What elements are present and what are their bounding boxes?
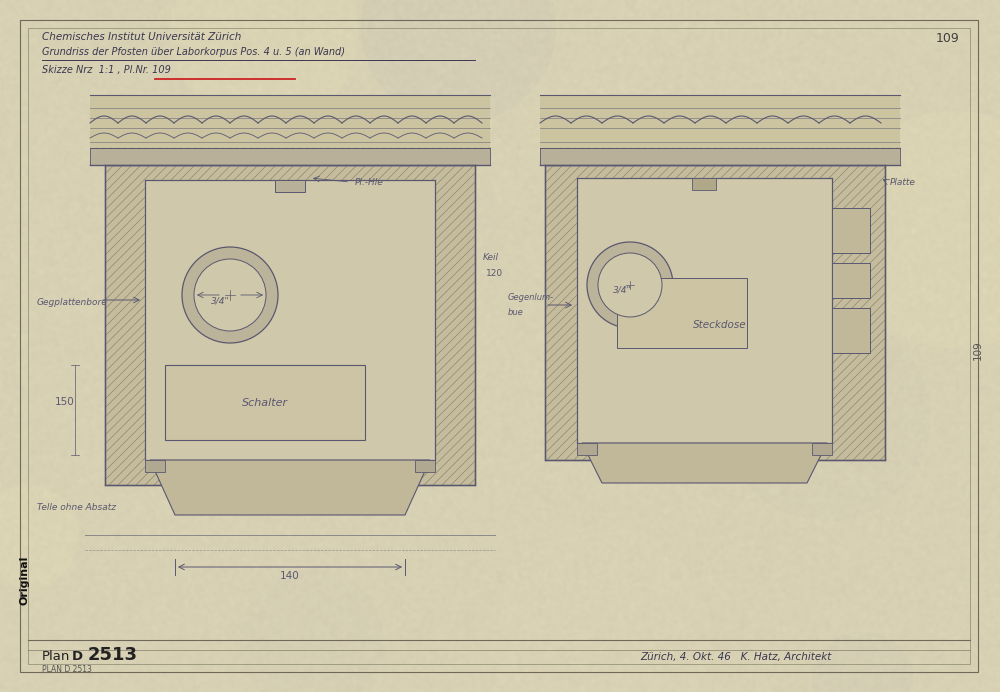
Bar [540,95,900,150]
Bar [812,443,832,455]
Bar [577,443,597,455]
Circle shape [194,259,266,331]
Bar [165,365,365,440]
Bar [617,278,747,348]
Text: Pl.-Hle: Pl.-Hle [355,178,384,187]
Bar [145,180,435,460]
Text: 2513: 2513 [88,646,138,664]
Bar [692,178,716,190]
Text: Gegplattenbore: Gegplattenbore [37,298,108,307]
Text: 3/4": 3/4" [613,286,631,295]
Text: PLAN D 2513: PLAN D 2513 [42,665,92,674]
Text: 140: 140 [280,571,300,581]
Bar [832,263,870,298]
Text: 109: 109 [973,340,983,360]
Circle shape [182,247,278,343]
Bar [90,148,490,165]
Text: Platte: Platte [890,178,916,187]
Text: Keil: Keil [483,253,499,262]
Text: Grundriss der Pfosten über Laborkorpus Pos. 4 u. 5 (an Wand): Grundriss der Pfosten über Laborkorpus P… [42,47,345,57]
Circle shape [598,253,662,317]
Text: bue: bue [508,308,524,317]
Text: Schalter: Schalter [242,397,288,408]
Text: Gegenlum-: Gegenlum- [508,293,554,302]
Bar [832,208,870,253]
Polygon shape [150,460,430,515]
Bar [545,165,885,460]
Text: 120: 120 [486,269,503,278]
Text: Telle ohne Absatz: Telle ohne Absatz [37,503,116,512]
Polygon shape [582,443,827,483]
Text: Chemisches Institut Universität Zürich: Chemisches Institut Universität Zürich [42,32,241,42]
Bar [832,308,870,353]
Text: D: D [72,650,83,663]
Text: 109: 109 [936,32,960,45]
Bar [275,180,305,192]
Text: Skizze Nrz  1:1 , Pl.Nr. 109: Skizze Nrz 1:1 , Pl.Nr. 109 [42,65,171,75]
Text: Plan: Plan [42,650,70,663]
Text: 150: 150 [55,397,75,407]
Bar [540,148,900,165]
Bar [90,95,490,150]
Bar [415,460,435,472]
Bar [577,178,832,443]
Circle shape [587,242,673,328]
Bar [145,460,165,472]
Text: Steckdose: Steckdose [693,320,746,331]
Text: Zürich, 4. Okt. 46   K. Hatz, Architekt: Zürich, 4. Okt. 46 K. Hatz, Architekt [640,652,831,662]
Text: Original: Original [20,555,30,605]
Text: 3/4": 3/4" [211,296,229,305]
Bar [105,165,475,485]
